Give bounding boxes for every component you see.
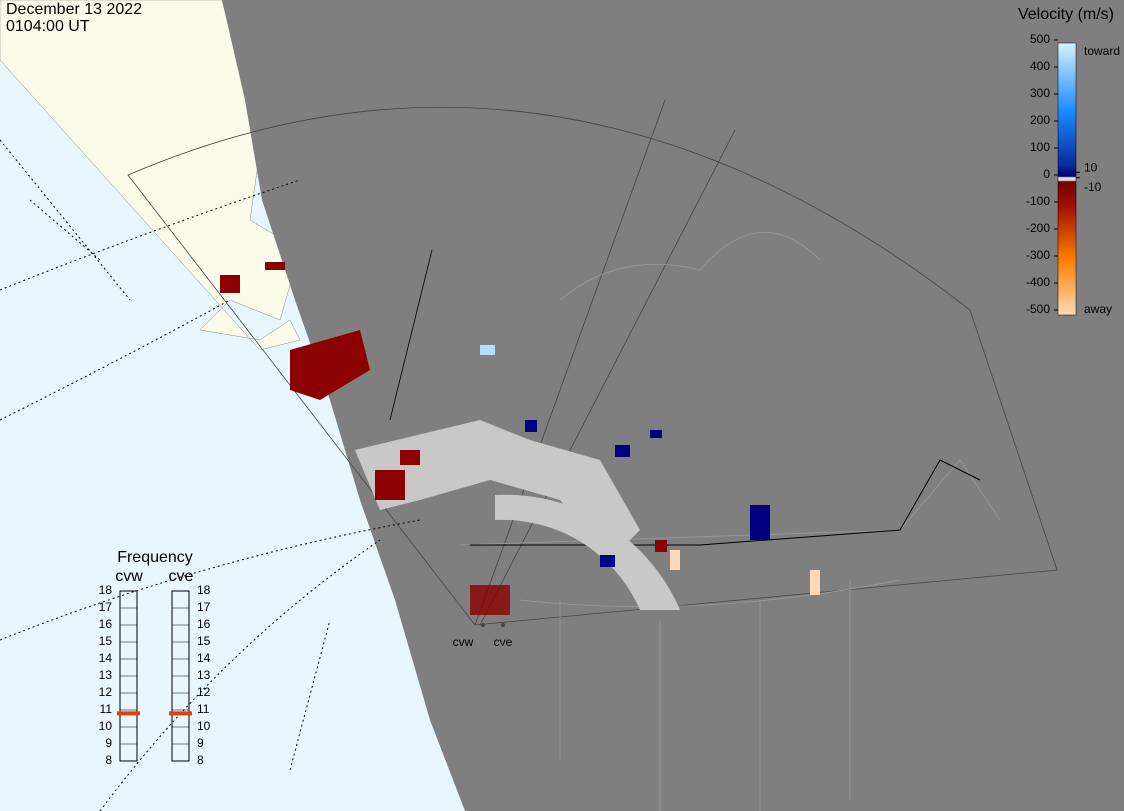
- frequency-tick-label: 14: [197, 651, 211, 665]
- coastlines: [459, 231, 1001, 811]
- date: December 13 2022: [6, 1, 142, 18]
- colorbar-tick-label: -200: [1026, 221, 1050, 235]
- frequency-tick-label: 10: [99, 719, 113, 733]
- colorbar: [1057, 42, 1077, 316]
- colorbar-title: Velocity (m/s): [1018, 6, 1114, 23]
- dynamic-layer: 500 400 300 200 100 0 -100 -200 -300 -400 -500 10 -1…: [99, 32, 1102, 767]
- colorbar-limit-label: 10: [1084, 160, 1098, 174]
- radar-site: [501, 623, 505, 627]
- frequency-tick-label: 12: [197, 685, 211, 699]
- frequency-tick-label: 15: [197, 634, 211, 648]
- frequency-tick-label: 14: [99, 651, 113, 665]
- time: 0104:00 UT: [6, 18, 90, 35]
- frequency-tick-label: 12: [99, 685, 113, 699]
- frequency-tick-label: 8: [197, 753, 204, 767]
- colorbar-limit-label: -10: [1084, 180, 1102, 194]
- radar-name: cvw: [115, 568, 143, 585]
- radar-name: cve: [169, 568, 194, 585]
- toward-label: toward: [1084, 44, 1120, 58]
- frequency-tick-label: 8: [105, 753, 112, 767]
- frequency-tick-label: 18: [197, 583, 211, 597]
- latitude-grid: [0, 139, 421, 811]
- radar-site-label: cvw: [453, 635, 474, 649]
- radar-site-label: cve: [494, 635, 513, 649]
- frequency-tick-label: 18: [99, 583, 113, 597]
- frequency-tick-label: 13: [197, 668, 211, 682]
- frequency-tick-label: 13: [99, 668, 113, 682]
- scatter-band: [355, 420, 640, 560]
- frequency-tick-label: 11: [100, 702, 113, 716]
- scatter-band: [495, 494, 680, 610]
- frequency-tick-label: 16: [99, 617, 113, 631]
- colorbar-tick-label: 400: [1030, 59, 1050, 73]
- frequency-tick-label: 17: [99, 600, 113, 614]
- frequency-tick-label: 15: [99, 634, 113, 648]
- colorbar-tick-label: 300: [1030, 86, 1050, 100]
- colorbar-tick-label: 100: [1030, 140, 1050, 154]
- colorbar-tick-label: -300: [1026, 248, 1050, 262]
- away-label: away: [1084, 302, 1112, 316]
- colorbar-tick-label: 200: [1030, 113, 1050, 127]
- frequency-tick-label: 10: [197, 719, 211, 733]
- colorbar-tick-label: 500: [1030, 32, 1050, 46]
- frequency-tick-label: 17: [197, 600, 211, 614]
- frequency-tick-label: 11: [197, 702, 210, 716]
- frequency-title: Frequency: [117, 549, 193, 566]
- radar-site: [481, 623, 485, 627]
- frequency-tick-label: 9: [197, 736, 204, 750]
- colorbar-tick-label: -100: [1026, 194, 1050, 208]
- colorbar-tick-label: 0: [1043, 167, 1050, 181]
- frequency-tick-label: 16: [197, 617, 211, 631]
- colorbar-tick-label: -400: [1026, 275, 1050, 289]
- night-region: [222, 0, 1124, 811]
- scatter-cells: [220, 262, 820, 615]
- colorbar-tick-label: -500: [1026, 302, 1050, 316]
- frequency-tick-label: 9: [105, 736, 112, 750]
